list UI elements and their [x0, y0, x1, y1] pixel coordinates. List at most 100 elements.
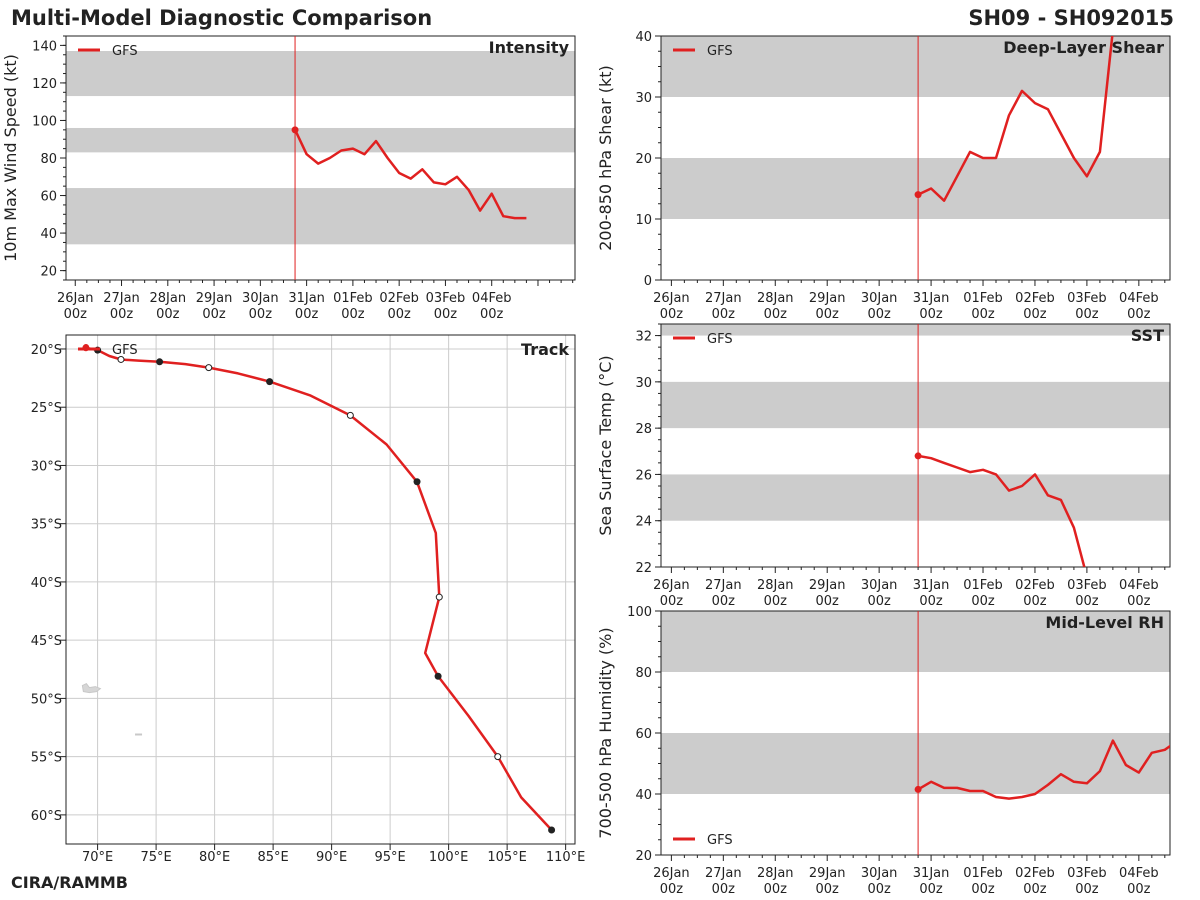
- y-tick-label: 30°S: [31, 459, 62, 474]
- x-tick-date: 27Jan: [705, 578, 742, 593]
- y-tick-label: 40°S: [31, 576, 62, 591]
- x-tick-date: 04Feb: [472, 291, 512, 306]
- x-tick-label: 30Jan 00z: [242, 291, 279, 322]
- x-tick-label: 75°E: [140, 850, 171, 865]
- x-tick-hour: 00z: [816, 594, 840, 609]
- x-tick-hour: 00z: [1023, 882, 1047, 897]
- x-tick-label: 80°E: [199, 850, 230, 865]
- x-tick-hour: 00z: [764, 307, 788, 322]
- x-tick-date: 27Jan: [705, 291, 742, 306]
- x-tick-label: 28Jan 00z: [757, 866, 794, 897]
- x-tick-label: 29Jan 00z: [809, 578, 846, 609]
- x-tick-label: 70°E: [82, 850, 113, 865]
- series-start-point: [914, 191, 922, 199]
- x-tick-label: 27Jan 00z: [705, 866, 742, 897]
- x-tick-date: 29Jan: [809, 578, 846, 593]
- y-tick-label: 120: [32, 77, 57, 92]
- legend-label-gfs: GFS: [112, 343, 138, 358]
- x-tick-date: 02Feb: [1015, 866, 1055, 881]
- shaded-band: [66, 127, 575, 153]
- x-tick-hour: 00z: [202, 307, 226, 322]
- y-tick-label: 22: [635, 561, 652, 576]
- x-tick-label: 28Jan 00z: [150, 291, 187, 322]
- x-tick-hour: 00z: [156, 307, 180, 322]
- x-tick-label: 31Jan 00z: [913, 291, 950, 322]
- shaded-band: [661, 733, 1170, 794]
- y-tick-label: 140: [32, 39, 57, 54]
- x-tick-hour: 00z: [919, 594, 943, 609]
- x-tick-date: 26Jan: [653, 866, 690, 881]
- x-tick-label: 03Feb 00z: [1067, 866, 1107, 897]
- x-tick-date: 31Jan: [913, 866, 950, 881]
- series-line-gfs: [917, 454, 1086, 567]
- x-tick-date: 28Jan: [150, 291, 187, 306]
- y-tick-label: 45°S: [31, 634, 62, 649]
- track-point-00z: [266, 378, 274, 386]
- x-tick-hour: 00z: [867, 594, 891, 609]
- x-tick-label: 30Jan 00z: [861, 578, 898, 609]
- x-tick-date: 30Jan: [861, 866, 898, 881]
- x-tick-date: 01Feb: [963, 578, 1003, 593]
- x-tick-label: 27Jan 00z: [103, 291, 140, 322]
- panel-title: SST: [1131, 326, 1164, 345]
- x-tick-hour: 00z: [660, 307, 684, 322]
- x-tick-label: 29Jan 00z: [809, 291, 846, 322]
- y-tick-label: 55°S: [31, 751, 62, 766]
- x-tick-date: 29Jan: [196, 291, 233, 306]
- x-tick-hour: 00z: [971, 882, 995, 897]
- x-tick-label: 31Jan 00z: [913, 578, 950, 609]
- y-tick-label: 28: [635, 422, 652, 437]
- y-tick-label: 30: [635, 376, 652, 391]
- y-tick-label: 60: [40, 190, 57, 205]
- x-tick-date: 30Jan: [242, 291, 279, 306]
- y-tick-label: 26: [635, 468, 652, 483]
- x-tick-hour: 00z: [249, 307, 273, 322]
- x-tick-hour: 00z: [919, 307, 943, 322]
- x-tick-label: 26Jan 00z: [653, 578, 690, 609]
- x-tick-label: 04Feb 00z: [472, 291, 512, 322]
- x-tick-hour: 00z: [971, 307, 995, 322]
- x-tick-label: 27Jan 00z: [705, 291, 742, 322]
- series-line-gfs: [293, 129, 527, 220]
- x-tick-date: 03Feb: [426, 291, 466, 306]
- x-tick-hour: 00z: [434, 307, 458, 322]
- x-tick-hour: 00z: [1023, 594, 1047, 609]
- y-tick-label: 10: [635, 213, 652, 228]
- x-tick-label: 04Feb 00z: [1119, 866, 1159, 897]
- x-tick-date: 02Feb: [1015, 291, 1055, 306]
- chart-track: 70°E 75°E 80°E 85°E 90°E 95°E 100°E 105°E 110°E 2…: [31, 334, 586, 865]
- x-tick-date: 03Feb: [1067, 866, 1107, 881]
- x-tick-date: 01Feb: [963, 866, 1003, 881]
- x-tick-hour: 00z: [712, 882, 736, 897]
- x-tick-date: 30Jan: [861, 291, 898, 306]
- x-tick-hour: 00z: [1075, 307, 1099, 322]
- legend-label-gfs: GFS: [707, 833, 733, 848]
- x-tick-label: 04Feb 00z: [1119, 291, 1159, 322]
- x-tick-date: 31Jan: [913, 578, 950, 593]
- island-kerguelen: [81, 682, 102, 694]
- y-axis-label: 10m Max Wind Speed (kt): [1, 54, 20, 262]
- shaded-band: [66, 188, 575, 245]
- y-tick-label: 20°S: [31, 343, 62, 358]
- x-tick-hour: 00z: [341, 307, 365, 322]
- x-tick-label: 31Jan 00z: [913, 866, 950, 897]
- panel-title: Track: [521, 340, 569, 359]
- x-tick-label: 02Feb 00z: [379, 291, 419, 322]
- x-tick-hour: 00z: [919, 882, 943, 897]
- y-tick-label: 100: [627, 605, 652, 620]
- x-tick-date: 04Feb: [1119, 291, 1159, 306]
- x-tick-hour: 00z: [660, 594, 684, 609]
- x-tick-label: 26Jan 00z: [653, 866, 690, 897]
- x-tick-hour: 00z: [1127, 307, 1151, 322]
- x-tick-hour: 00z: [867, 307, 891, 322]
- x-tick-hour: 00z: [1127, 594, 1151, 609]
- x-tick-label: 110°E: [546, 850, 586, 865]
- panel-title: Deep-Layer Shear: [1003, 38, 1164, 57]
- x-tick-date: 04Feb: [1119, 578, 1159, 593]
- x-tick-label: 105°E: [487, 850, 527, 865]
- y-axis-label: 700-500 hPa Humidity (%): [596, 627, 615, 838]
- legend-label-gfs: GFS: [707, 44, 733, 59]
- plot-frame: [660, 323, 1171, 568]
